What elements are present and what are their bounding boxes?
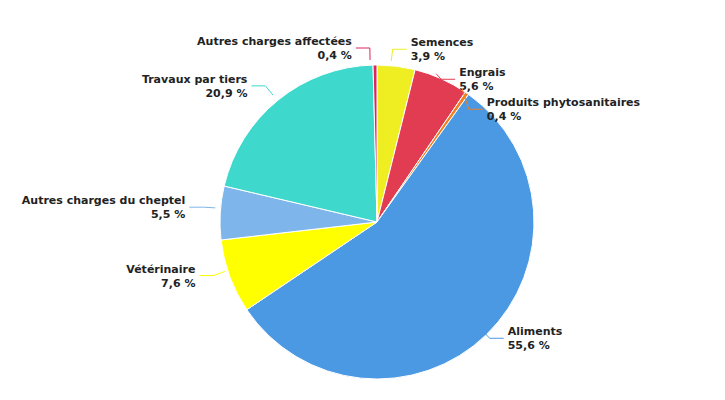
svg-text:5,5 %: 5,5 %	[151, 208, 185, 221]
svg-text:7,6 %: 7,6 %	[161, 277, 195, 290]
svg-text:Autres charges affectées: Autres charges affectées	[197, 35, 352, 48]
svg-text:20,9 %: 20,9 %	[205, 87, 247, 100]
svg-text:Aliments: Aliments	[508, 325, 563, 338]
svg-text:Travaux par tiers: Travaux par tiers	[142, 73, 248, 86]
svg-text:5,6 %: 5,6 %	[459, 80, 493, 93]
svg-text:Produits phytosanitaires: Produits phytosanitaires	[487, 96, 641, 109]
svg-text:Semences: Semences	[411, 36, 474, 49]
svg-text:55,6 %: 55,6 %	[508, 339, 550, 352]
svg-text:Autres charges du cheptel: Autres charges du cheptel	[22, 194, 186, 207]
svg-text:Engrais: Engrais	[459, 66, 506, 79]
svg-text:3,9 %: 3,9 %	[411, 50, 445, 63]
svg-text:0,4 %: 0,4 %	[318, 49, 352, 62]
svg-text:Vétérinaire: Vétérinaire	[126, 263, 195, 276]
svg-text:0,4 %: 0,4 %	[487, 110, 521, 123]
